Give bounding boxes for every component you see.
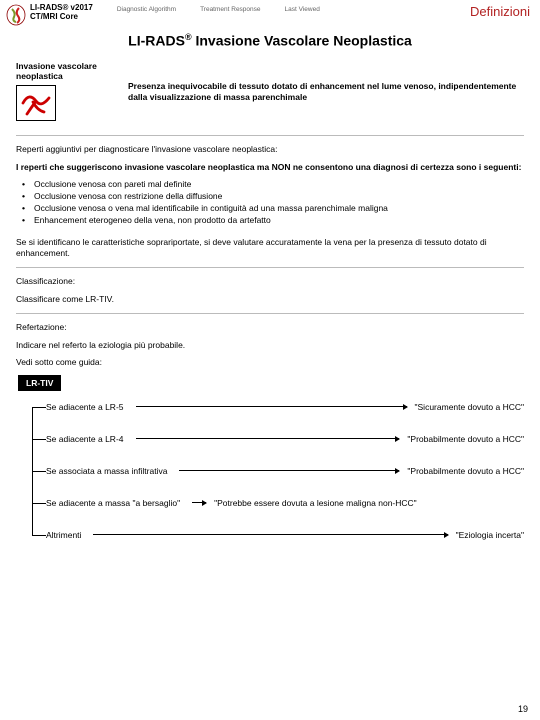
s2-head: Classificazione: [16,276,524,287]
arrow-icon [192,502,206,503]
s1-head: Reperti aggiuntivi per diagnosticare l'i… [16,144,524,155]
divider [16,313,524,314]
tree-row: Se adiacente a LR-5 "Sicuramente dovuto a… [46,391,524,423]
main-title: LI-RADS® Invasione Vascolare Neoplastica [0,32,540,49]
divider [16,267,524,268]
nav-last[interactable]: Last Viewed [285,6,320,13]
arrow-icon [136,406,407,407]
tree-row: Altrimenti "Eziologia incerta" [46,519,524,551]
tree-result: "Probabilmente dovuto a HCC" [403,434,524,444]
tree-result: "Probabilmente dovuto a HCC" [403,466,524,476]
def-left-title: Invasione vascolare neoplastica [16,61,110,81]
tree-root: LR-TIV [18,375,61,391]
def-right: Presenza inequivocabile di tessuto dotat… [128,61,524,121]
header: LI-RADS® v2017 CT/MRI Core Diagnostic Al… [0,0,540,26]
s2-body: Classificare come LR-TIV. [16,294,524,305]
divider [16,135,524,136]
s3-body1: Indicare nel referto la eziologia più pr… [16,340,524,351]
tree-row: Se associata a massa infiltrativa "Probab… [46,455,524,487]
arrow-icon [179,470,399,471]
s1-note: Se si identificano le caratteristiche so… [16,237,524,260]
title-sup: ® [185,32,192,42]
s3-body2: Vedi sotto come guida: [16,357,524,368]
s3-head: Refertazione: [16,322,524,333]
logo-icon [6,4,26,26]
tree-label: Se associata a massa infiltrativa [46,466,175,476]
tree-result: "Potrebbe essere dovuta a lesione malign… [210,498,417,508]
header-title: LI-RADS® v2017 CT/MRI Core [30,4,93,22]
list-item: Enhancement eterogeneo della vena, non p… [22,215,524,227]
tree: LR-TIV Se adiacente a LR-5 "Sicuramente d… [16,375,524,551]
arrow-icon [93,534,447,535]
nav-diagnostic[interactable]: Diagnostic Algorithm [117,6,176,13]
tree-label: Altrimenti [46,530,89,540]
tree-row: Se adiacente a massa "a bersaglio" "Potre… [46,487,524,519]
tree-row: Se adiacente a LR-4 "Probabilmente dovuto… [46,423,524,455]
arrow-icon [136,438,400,439]
vessel-icon [16,85,56,121]
tree-label: Se adiacente a massa "a bersaglio" [46,498,188,508]
nav-treatment[interactable]: Treatment Response [200,6,260,13]
definition-row: Invasione vascolare neoplastica Presenza… [16,61,524,121]
header-line2: CT/MRI Core [30,13,93,22]
header-right: Definizioni [470,4,530,19]
list-item: Occlusione venosa con restrizione della … [22,191,524,203]
s1-sub: I reperti che suggeriscono invasione vas… [16,162,524,173]
tree-result: "Sicuramente dovuto a HCC" [411,402,525,412]
tree-label: Se adiacente a LR-5 [46,402,132,412]
tree-label: Se adiacente a LR-4 [46,434,132,444]
tree-result: "Eziologia incerta" [452,530,524,540]
list-item: Occlusione venosa con pareti mal definit… [22,179,524,191]
title-post: Invasione Vascolare Neoplastica [192,33,412,49]
list-item: Occlusione venosa o vena mal identificab… [22,203,524,215]
page-number: 19 [518,704,528,714]
s1-list: Occlusione venosa con pareti mal definit… [16,179,524,227]
title-pre: LI-RADS [128,33,185,49]
nav-links: Diagnostic Algorithm Treatment Response … [117,6,320,13]
